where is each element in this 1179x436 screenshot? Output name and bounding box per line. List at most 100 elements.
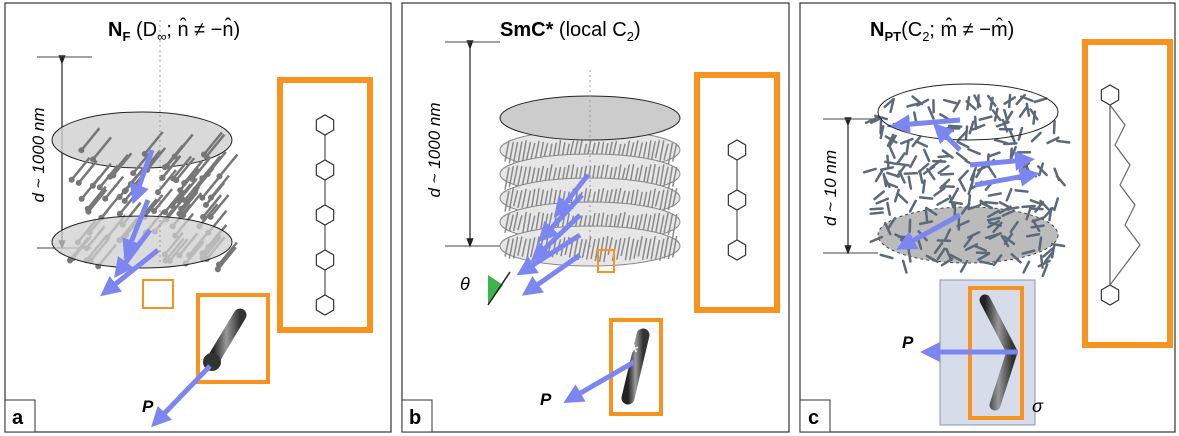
- molecule-rod: [1031, 208, 1043, 209]
- molecule-rod: [968, 149, 979, 154]
- title-run: 2: [627, 29, 634, 44]
- title-run: PT: [884, 29, 901, 44]
- molecule-ring: [728, 240, 745, 260]
- title-run: N: [870, 19, 884, 41]
- molecule-rod: [79, 161, 97, 183]
- molecule-rod: [941, 174, 953, 175]
- molecule-rod: [910, 201, 916, 212]
- molecule-head: [178, 206, 184, 212]
- title-run: F: [122, 29, 130, 44]
- molecule-head: [177, 187, 183, 193]
- molecule-rod: [864, 169, 876, 172]
- molecule-rod: [920, 197, 932, 198]
- polarization-arrow: [900, 120, 960, 125]
- molecule-head: [79, 196, 85, 202]
- title-run: ): [634, 19, 641, 41]
- molecule-rod: [884, 174, 886, 186]
- molecule-head: [155, 189, 161, 195]
- polarization-label: P: [540, 390, 552, 409]
- zoom-box: [143, 280, 173, 308]
- panel-letter: b: [409, 407, 421, 429]
- molecule-rod: [1009, 95, 1010, 107]
- molecule-rod: [1023, 206, 1035, 207]
- layer-disk: [52, 112, 232, 168]
- molecule-rod: [976, 167, 982, 177]
- molecule-rod: [938, 199, 949, 205]
- molecule-ring: [316, 295, 333, 315]
- molecule-head: [164, 163, 170, 169]
- dimension-label: d ~ 10 nm: [821, 150, 840, 226]
- molecule-rod: [989, 167, 996, 177]
- molecule-head: [176, 198, 182, 204]
- molecule-rod: [1055, 169, 1059, 180]
- dimension-label: d ~ 1000 nm: [29, 108, 48, 203]
- molecule-rod: [903, 261, 906, 273]
- molecule-ring: [1101, 285, 1118, 305]
- molecule-ring: [316, 250, 333, 270]
- molecule-head: [122, 198, 128, 204]
- molecule-head: [170, 176, 176, 182]
- molecule-rod: [952, 189, 958, 200]
- angle-label: θ: [460, 274, 470, 294]
- molecule-rod: [924, 150, 929, 161]
- molecule-head: [85, 206, 91, 212]
- molecule-head: [69, 177, 75, 183]
- title-run: N: [108, 19, 122, 41]
- molecule-rod: [923, 180, 924, 192]
- molecule-rod: [1020, 107, 1027, 117]
- molecule-head: [182, 197, 188, 203]
- molecule-rod: [1007, 189, 1011, 200]
- molecule-rod: [887, 173, 898, 177]
- molecule-head: [203, 202, 209, 208]
- title-run: ; n̂ ≠ −n̂): [166, 18, 240, 41]
- title-run: ; m̂ ≠ −m̂): [929, 18, 1014, 41]
- molecule-rod: [881, 167, 893, 169]
- molecule-box: [697, 75, 777, 310]
- molecule-rod: [934, 188, 944, 195]
- panel-title: SmC* (local C2): [500, 19, 641, 44]
- molecule-head: [76, 180, 82, 186]
- molecule-rod: [887, 203, 889, 215]
- polarization-label: P: [142, 397, 154, 416]
- panel-letter: a: [12, 407, 24, 429]
- molecule-rod: [1016, 190, 1028, 191]
- molecule-rod: [1054, 121, 1055, 133]
- molecule-ring: [316, 115, 333, 135]
- molecule-rod: [944, 100, 956, 103]
- molecule-rod: [890, 147, 895, 158]
- polarization-arrow: [970, 160, 1025, 165]
- molecule-rod: [939, 166, 949, 173]
- molecule-rod: [926, 210, 927, 222]
- molecule-ring: [316, 160, 333, 180]
- molecule-rod: [995, 140, 1007, 143]
- molecule-rod: [949, 126, 961, 127]
- bend-label: σ: [1032, 396, 1044, 416]
- molecule-rod: [980, 117, 992, 120]
- molecule-rod: [898, 153, 905, 163]
- polarization-label: P: [902, 333, 914, 352]
- molecule-head: [199, 195, 205, 201]
- molecule-rod: [910, 156, 916, 167]
- molecule-rod: [72, 158, 90, 180]
- molecule-rod: [988, 153, 999, 157]
- title-run: (local C: [553, 19, 626, 41]
- molecule-head: [90, 156, 96, 162]
- chiral-mark: *: [630, 340, 639, 365]
- molecule-rod: [938, 240, 950, 241]
- title-run: (C: [901, 19, 922, 41]
- molecule-rod: [876, 171, 882, 181]
- molecule-rod: [877, 199, 888, 204]
- molecule-head: [215, 266, 221, 272]
- molecule-head: [205, 171, 211, 177]
- molecule-rod: [957, 153, 967, 160]
- molecule-head: [78, 147, 84, 153]
- molecule-rod: [1033, 112, 1034, 124]
- molecule-ring: [316, 205, 333, 225]
- layer-disk: [500, 96, 680, 140]
- molecule-head: [142, 151, 148, 157]
- molecule-rod: [901, 139, 912, 143]
- molecule-rod: [909, 177, 911, 189]
- molecule-rod: [969, 196, 970, 208]
- panel-letter: c: [808, 407, 819, 429]
- rod: [213, 315, 240, 360]
